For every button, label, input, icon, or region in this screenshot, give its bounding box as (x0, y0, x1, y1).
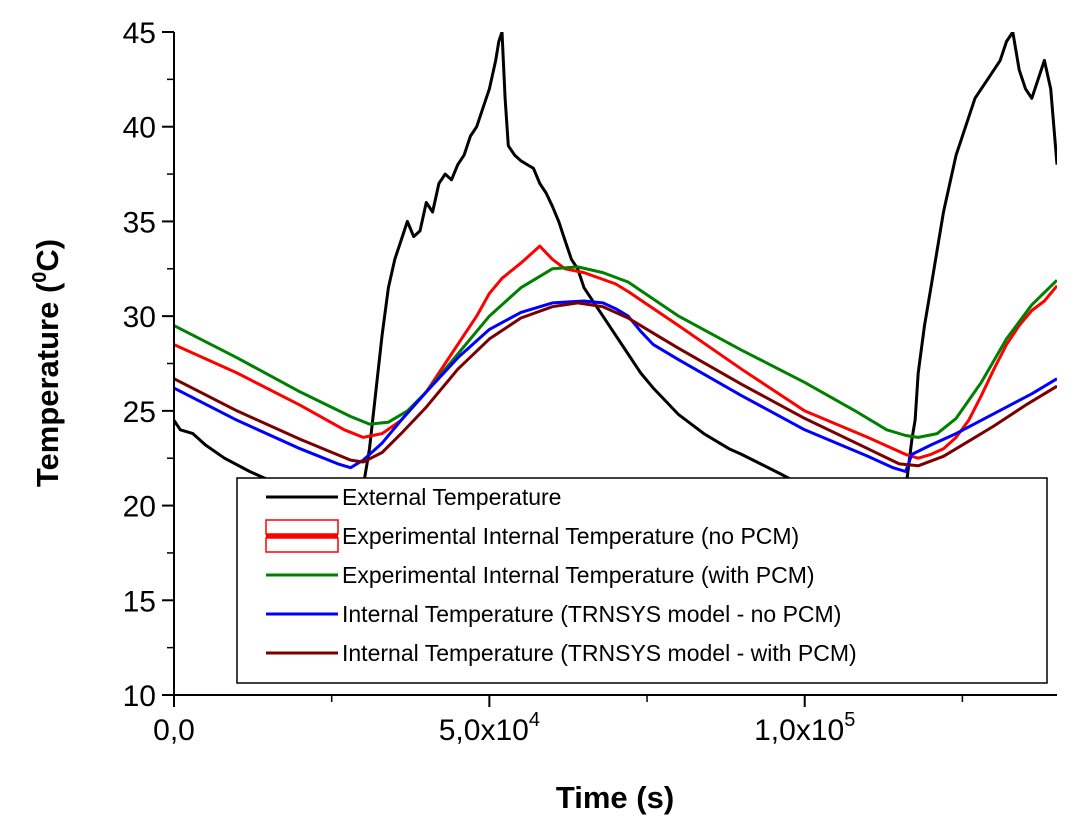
legend-box (236, 477, 1048, 684)
x-tick-label: 0,0 (153, 714, 195, 747)
x-axis-title: Time (s) (556, 780, 674, 815)
series-line-3 (174, 265, 1057, 439)
x-tick-label: 1,0x105 (754, 709, 855, 747)
y-tick-label: 25 (123, 396, 156, 429)
y-tick-label: 15 (123, 585, 156, 618)
series-line-4 (174, 299, 1057, 473)
legend-label: Experimental Internal Temperature (no PC… (342, 523, 799, 549)
y-tick-label: 35 (123, 206, 156, 239)
legend-label: Internal Temperature (TRNSYS model - no … (342, 601, 841, 627)
legend-label: Internal Temperature (TRNSYS model - wit… (342, 640, 857, 666)
legend-label: Experimental Internal Temperature (with … (342, 562, 815, 588)
legend: External Temperature Experimental Interna… (236, 477, 1048, 684)
y-tick-label: 30 (123, 301, 156, 334)
legend-label: External Temperature (342, 484, 561, 510)
ticks-layer: 10 15 20 25 30 35 40 45 0,0 5,0x104 1,0x105 (123, 17, 964, 747)
x-tick-label: 5,0x104 (439, 709, 540, 747)
series-line-5 (174, 301, 1057, 468)
legend-swatch-box (265, 519, 339, 535)
y-tick-label: 45 (123, 17, 156, 50)
y-tick-label: 10 (123, 680, 156, 713)
y-axis-title: Temperature (0C) (29, 239, 65, 487)
y-tick-label: 40 (123, 112, 156, 145)
y-tick-label: 20 (123, 491, 156, 524)
series-line-1 (174, 32, 1057, 521)
series-layer (174, 32, 1057, 521)
legend-swatch-box (265, 537, 339, 553)
